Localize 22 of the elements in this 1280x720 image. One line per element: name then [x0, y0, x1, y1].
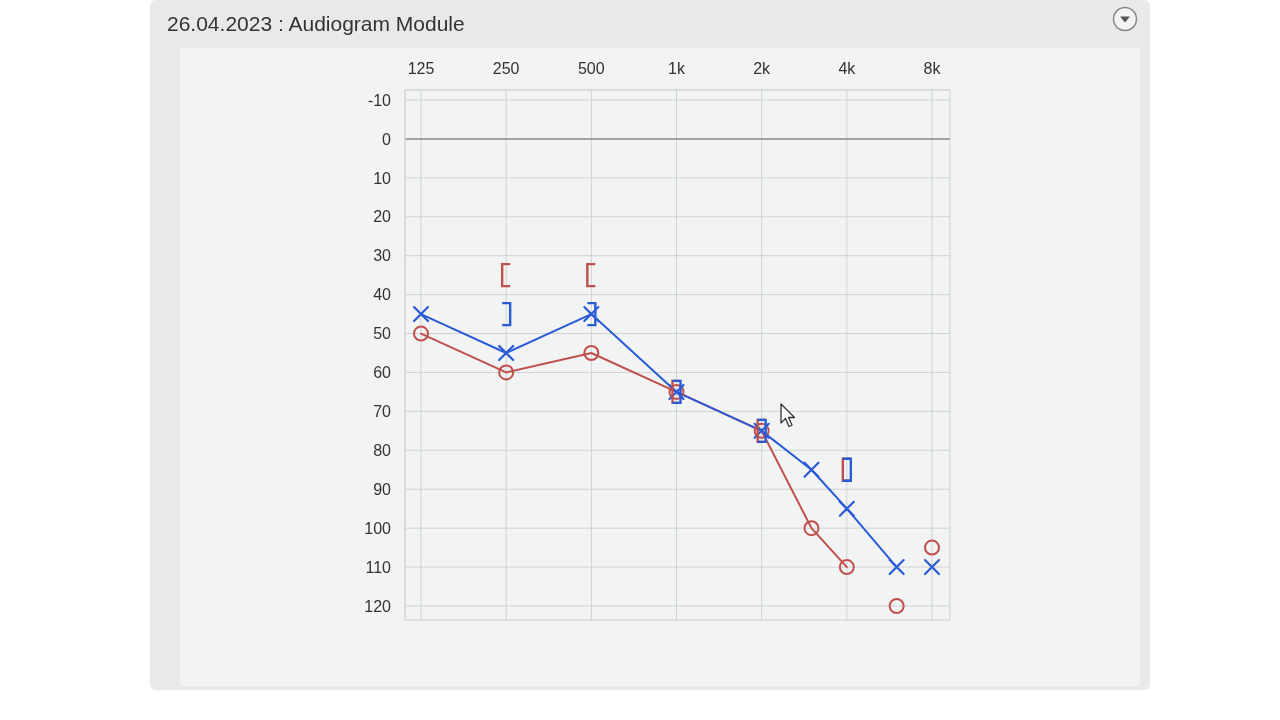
x-tick-label: 8k — [923, 60, 942, 77]
y-tick-label: 60 — [373, 364, 392, 382]
y-tick-label: -10 — [367, 91, 392, 109]
y-tick-label: 30 — [373, 247, 392, 265]
y-tick-label: 100 — [364, 519, 392, 537]
y-tick-label: 20 — [373, 208, 392, 226]
x-tick-label: 250 — [492, 60, 520, 77]
y-tick-label: 40 — [373, 286, 392, 304]
x-tick-label: 125 — [407, 60, 435, 77]
chart-title: 26.04.2023 : Audiogram Module — [167, 12, 465, 36]
y-tick-label: 50 — [373, 325, 392, 343]
y-tick-label: 0 — [382, 130, 392, 148]
y-tick-label: 80 — [373, 441, 392, 459]
y-tick-label: 90 — [373, 480, 392, 498]
y-tick-label: 120 — [364, 597, 392, 615]
y-tick-label: 110 — [365, 558, 392, 576]
y-tick-label: 70 — [373, 403, 392, 421]
x-tick-label: 2k — [753, 60, 772, 77]
x-tick-label: 1k — [668, 60, 686, 77]
x-tick-label: 500 — [577, 60, 605, 77]
y-tick-label: 10 — [373, 169, 392, 187]
x-tick-label: 4k — [838, 60, 857, 77]
